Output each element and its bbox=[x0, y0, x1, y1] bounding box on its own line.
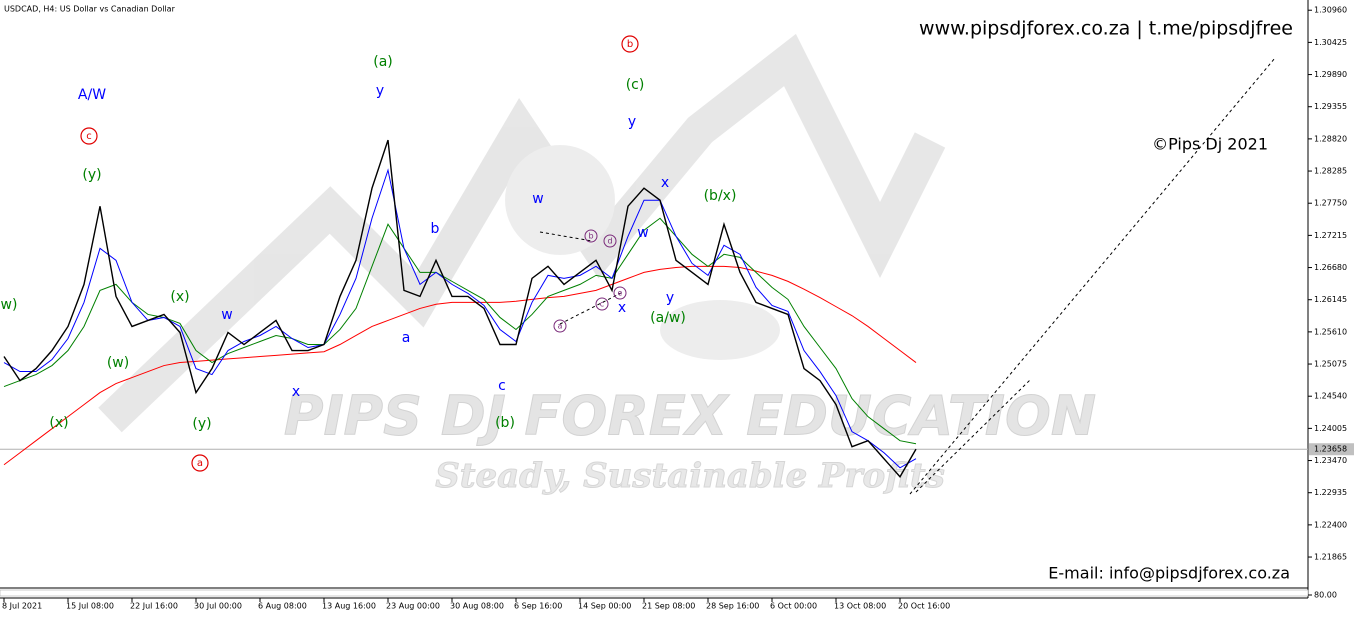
wave-label: (b/x) bbox=[704, 188, 737, 204]
label-circle bbox=[80, 127, 98, 145]
wave-label: d bbox=[607, 237, 612, 246]
wave-label: x bbox=[292, 384, 300, 400]
wave-label: y bbox=[376, 83, 384, 99]
wave-label: w) bbox=[1, 297, 18, 313]
wave-label: b bbox=[588, 232, 593, 241]
y-tick-label: 1.30425 bbox=[1314, 38, 1347, 47]
website: www.pipsdjforex.co.za | t.me/pipsdjfree bbox=[919, 18, 1293, 40]
email: E-mail: info@pipsdjforex.co.za bbox=[1048, 564, 1290, 583]
wave-label: b bbox=[431, 221, 440, 237]
label-circle bbox=[613, 286, 627, 300]
wave-label: y bbox=[666, 290, 674, 306]
wave-line bbox=[539, 231, 593, 242]
wave-label: e bbox=[618, 289, 623, 298]
y-tick-label: 1.25075 bbox=[1314, 360, 1347, 369]
y-tick-label: 1.21865 bbox=[1314, 553, 1347, 562]
wave-label: w bbox=[221, 307, 232, 323]
label-circle bbox=[621, 35, 639, 53]
x-tick-label: 13 Oct 08:00 bbox=[834, 602, 886, 611]
wave-label: y bbox=[628, 114, 636, 130]
x-tick-label: 30 Aug 08:00 bbox=[450, 602, 504, 611]
wave-label: (x) bbox=[49, 415, 68, 431]
series-line bbox=[3, 168, 917, 469]
wave-label: (y) bbox=[192, 416, 211, 432]
label-circle bbox=[191, 454, 209, 472]
current-price-box bbox=[1309, 443, 1354, 456]
watermark-title: PIPS DJ FOREX EDUCATION bbox=[284, 385, 1096, 448]
wave-label: w bbox=[532, 191, 543, 207]
wave-label: w bbox=[637, 225, 648, 241]
indicator-tick-label: 80.00 bbox=[1314, 591, 1337, 600]
x-tick-label: 21 Sep 08:00 bbox=[642, 602, 695, 611]
current-price-label: 1.23658 bbox=[1314, 445, 1347, 454]
logo-head bbox=[505, 145, 615, 255]
x-tick-label: 23 Aug 00:00 bbox=[386, 602, 440, 611]
series-line bbox=[3, 139, 917, 478]
wave-label: a bbox=[402, 330, 411, 346]
y-tick-label: 1.27215 bbox=[1314, 231, 1347, 240]
wave-label: (y) bbox=[82, 167, 101, 183]
wave-label: c bbox=[600, 300, 604, 309]
channel-line bbox=[915, 379, 1031, 493]
wave-label: a bbox=[558, 322, 563, 331]
x-tick-label: 15 Jul 08:00 bbox=[66, 602, 114, 611]
x-tick-label: 20 Oct 16:00 bbox=[898, 602, 950, 611]
y-tick-label: 1.26680 bbox=[1314, 263, 1347, 272]
y-tick-label: 1.27750 bbox=[1314, 199, 1347, 208]
x-tick-label: 6 Oct 00:00 bbox=[770, 602, 817, 611]
y-tick-label: 1.22400 bbox=[1314, 520, 1347, 529]
x-tick-label: 28 Sep 16:00 bbox=[706, 602, 759, 611]
indicator-pane bbox=[0, 589, 1309, 597]
wave-label: x bbox=[661, 175, 669, 191]
wave-label: x bbox=[618, 300, 626, 316]
y-tick-label: 1.22935 bbox=[1314, 488, 1347, 497]
series-line bbox=[3, 217, 917, 445]
wave-label: c bbox=[498, 378, 506, 394]
wave-label: (b) bbox=[495, 415, 515, 431]
label-circle bbox=[603, 234, 617, 248]
label-circle bbox=[595, 297, 609, 311]
y-tick-label: 1.25610 bbox=[1314, 327, 1347, 336]
wave-label: A/W bbox=[78, 87, 106, 103]
wave-label: (a/w) bbox=[650, 310, 686, 326]
y-tick-label: 1.29890 bbox=[1314, 70, 1347, 79]
x-tick-label: 6 Aug 08:00 bbox=[258, 602, 307, 611]
y-tick-label: 1.23470 bbox=[1314, 456, 1347, 465]
trend-lines bbox=[539, 57, 1276, 495]
x-tick-label: 14 Sep 00:00 bbox=[578, 602, 631, 611]
wave-label: (x) bbox=[170, 289, 189, 305]
y-tick-label: 1.28285 bbox=[1314, 167, 1347, 176]
logo-coin bbox=[660, 300, 780, 360]
wave-label: (c) bbox=[626, 77, 645, 93]
annotations: A/W c (y) w) (w) (x) (x) w (y) a x (a) y… bbox=[1, 35, 737, 472]
y-tick-label: 1.26145 bbox=[1314, 295, 1347, 304]
wave-label: a bbox=[197, 458, 203, 469]
y-tick-label: 1.30960 bbox=[1314, 6, 1347, 15]
y-tick-label: 1.24005 bbox=[1314, 424, 1347, 433]
x-tick-label: 30 Jul 00:00 bbox=[194, 602, 242, 611]
wave-label: (a) bbox=[373, 54, 393, 70]
label-circle bbox=[584, 229, 598, 243]
y-tick-label: 1.28820 bbox=[1314, 134, 1347, 143]
label-circle bbox=[553, 319, 567, 333]
x-tick-label: 22 Jul 16:00 bbox=[130, 602, 178, 611]
channel-line bbox=[909, 57, 1276, 495]
y-tick-label: 1.29355 bbox=[1314, 102, 1347, 111]
copyright: ©Pips Dj 2021 bbox=[1152, 135, 1268, 154]
wave-label: b bbox=[627, 39, 633, 50]
symbol-title: USDCAD, H4: US Dollar vs Canadian Dollar bbox=[4, 5, 176, 14]
y-tick-label: 1.24540 bbox=[1314, 392, 1347, 401]
wave-label: (w) bbox=[107, 355, 129, 371]
watermark-slogan: Steady, Sustainable Profits bbox=[435, 456, 945, 496]
wave-label: c bbox=[86, 131, 92, 142]
plot bbox=[0, 139, 1308, 478]
series-line bbox=[3, 265, 917, 466]
x-tick-label: 8 Jul 2021 bbox=[2, 602, 42, 611]
x-tick-label: 13 Aug 16:00 bbox=[322, 602, 376, 611]
x-tick-label: 6 Sep 16:00 bbox=[514, 602, 562, 611]
